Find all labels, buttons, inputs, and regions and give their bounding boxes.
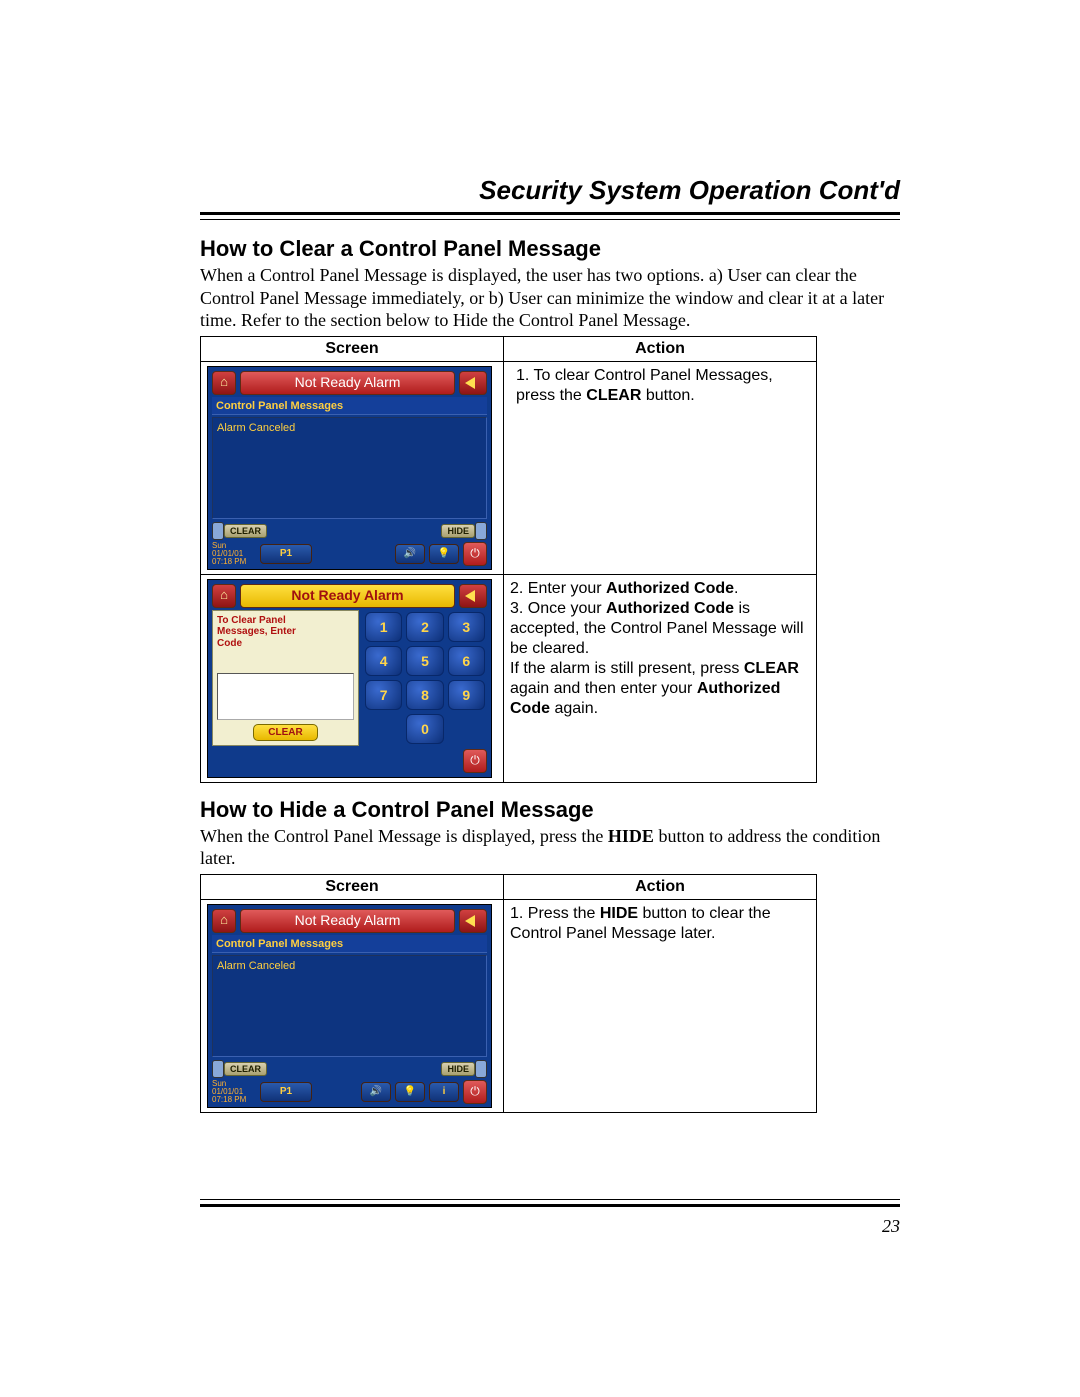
page-title: Security System Operation Cont'd [200, 175, 900, 206]
scroll-left-icon[interactable] [212, 1060, 224, 1078]
action-cell-3: 1. Press the HIDE button to clear the Co… [504, 899, 817, 1112]
th-action: Action [504, 336, 817, 361]
partition-pill-3[interactable]: P1 [260, 1082, 312, 1102]
action-cell-1: 1. To clear Control Panel Messages, pres… [504, 361, 817, 574]
subtitle: Control Panel Messages [212, 397, 487, 415]
panic-icon[interactable]: ⏻ [463, 1080, 487, 1104]
key-6[interactable]: 6 [448, 646, 485, 676]
back-icon[interactable] [459, 371, 487, 395]
scroll-left-icon[interactable] [212, 522, 224, 540]
status-title-2: Not Ready Alarm [240, 584, 455, 608]
page-number: 23 [882, 1216, 900, 1237]
volume-icon[interactable]: 🔊 [361, 1082, 391, 1102]
touchscreen-3: ⌂ Not Ready Alarm Control Panel Messages… [207, 904, 492, 1108]
partition-pill[interactable]: P1 [260, 544, 312, 564]
scroll-right-icon[interactable] [475, 522, 487, 540]
table-hide: Screen Action ⌂ Not Ready Alarm Control … [200, 874, 817, 1113]
home-icon[interactable]: ⌂ [212, 584, 236, 608]
touchscreen-2: ⌂ Not Ready Alarm To Clear Panel Message… [207, 579, 492, 778]
th-screen-2: Screen [201, 874, 504, 899]
home-icon[interactable]: ⌂ [212, 909, 236, 933]
key-4[interactable]: 4 [365, 646, 402, 676]
message-area-3: Alarm Canceled [212, 955, 487, 1057]
section2-para: When the Control Panel Message is displa… [200, 825, 900, 870]
panic-icon[interactable]: ⏻ [463, 542, 487, 566]
screen-cell-1: ⌂ Not Ready Alarm Control Panel Messages… [201, 361, 504, 574]
message-text: Alarm Canceled [217, 422, 295, 434]
clear-button-3[interactable]: CLEAR [224, 1062, 267, 1076]
rule-double-top [200, 212, 900, 220]
key-1[interactable]: 1 [365, 612, 402, 642]
subtitle-3: Control Panel Messages [212, 935, 487, 953]
key-9[interactable]: 9 [448, 680, 485, 710]
rule-double-bottom [200, 1199, 900, 1207]
status-title: Not Ready Alarm [240, 371, 455, 395]
message-area: Alarm Canceled [212, 417, 487, 519]
action-cell-2: 2. Enter your Authorized Code. 3. Once y… [504, 574, 817, 782]
keypad: 1 2 3 4 5 6 7 8 9 0 [363, 610, 487, 746]
status-title-3: Not Ready Alarm [240, 909, 455, 933]
panic-icon[interactable]: ⏻ [463, 749, 487, 773]
th-screen: Screen [201, 336, 504, 361]
entry-panel: To Clear Panel Messages, Enter Code CLEA… [212, 610, 359, 746]
home-icon[interactable]: ⌂ [212, 371, 236, 395]
code-input[interactable] [217, 673, 354, 720]
key-2[interactable]: 2 [406, 612, 443, 642]
key-3[interactable]: 3 [448, 612, 485, 642]
light-icon[interactable]: 💡 [395, 1082, 425, 1102]
clear-button[interactable]: CLEAR [224, 524, 267, 538]
hide-button[interactable]: HIDE [441, 524, 475, 538]
key-8[interactable]: 8 [406, 680, 443, 710]
scroll-right-icon[interactable] [475, 1060, 487, 1078]
key-7[interactable]: 7 [365, 680, 402, 710]
hide-button-3[interactable]: HIDE [441, 1062, 475, 1076]
timestamp: Sun 01/01/0107:18 PM [212, 542, 256, 566]
key-5[interactable]: 5 [406, 646, 443, 676]
info-icon[interactable]: i [429, 1082, 459, 1102]
th-action-2: Action [504, 874, 817, 899]
volume-icon[interactable]: 🔊 [395, 544, 425, 564]
section1-para: When a Control Panel Message is displaye… [200, 264, 900, 332]
entry-prompt: To Clear Panel Messages, Enter Code [217, 615, 354, 650]
timestamp-3: Sun 01/01/0107:18 PM [212, 1080, 256, 1104]
action1-text: 1. To clear Control Panel Messages, pres… [516, 366, 810, 406]
light-icon[interactable]: 💡 [429, 544, 459, 564]
clear-button-2[interactable]: CLEAR [253, 724, 317, 741]
key-0[interactable]: 0 [406, 714, 443, 744]
section-heading-clear: How to Clear a Control Panel Message [200, 236, 900, 262]
table-clear: Screen Action ⌂ Not Ready Alarm Control … [200, 336, 817, 783]
touchscreen-1: ⌂ Not Ready Alarm Control Panel Messages… [207, 366, 492, 570]
screen-cell-2: ⌂ Not Ready Alarm To Clear Panel Message… [201, 574, 504, 782]
screen-cell-3: ⌂ Not Ready Alarm Control Panel Messages… [201, 899, 504, 1112]
back-icon[interactable] [459, 909, 487, 933]
section-heading-hide: How to Hide a Control Panel Message [200, 797, 900, 823]
message-text-3: Alarm Canceled [217, 960, 295, 972]
back-icon[interactable] [459, 584, 487, 608]
